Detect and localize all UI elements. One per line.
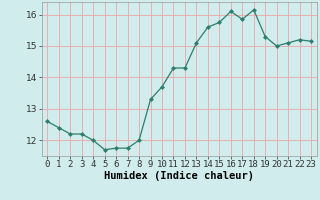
X-axis label: Humidex (Indice chaleur): Humidex (Indice chaleur) [104,171,254,181]
